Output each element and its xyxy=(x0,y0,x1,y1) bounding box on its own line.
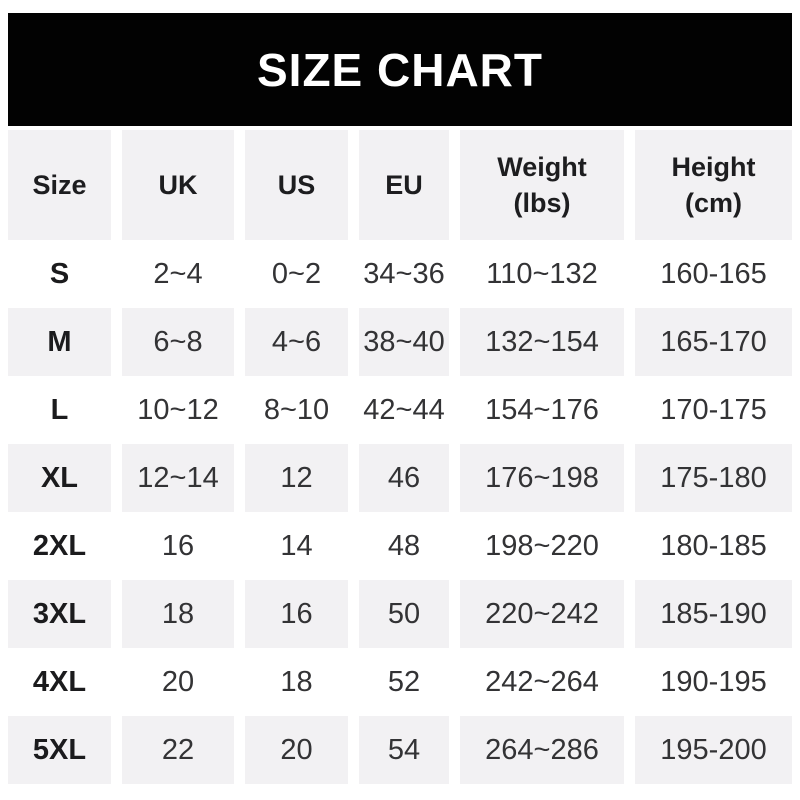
cell-height: 160-165 xyxy=(635,240,792,308)
cell-uk: 2~4 xyxy=(122,240,234,308)
column-header-height: Height (cm) xyxy=(635,130,792,240)
cell-weight: 132~154 xyxy=(460,308,624,376)
column-header-label: EU xyxy=(385,169,423,200)
cell-height: 195-200 xyxy=(635,716,792,784)
cell-eu: 46 xyxy=(359,444,449,512)
cell-uk: 6~8 xyxy=(122,308,234,376)
cell-us: 4~6 xyxy=(245,308,348,376)
column-header-eu: EU xyxy=(359,130,449,240)
cell-weight: 198~220 xyxy=(460,512,624,580)
cell-us: 12 xyxy=(245,444,348,512)
cell-uk: 16 xyxy=(122,512,234,580)
cell-us: 14 xyxy=(245,512,348,580)
cell-size: 5XL xyxy=(8,716,111,784)
size-chart-banner: SIZE CHART xyxy=(8,13,792,126)
cell-uk: 20 xyxy=(122,648,234,716)
cell-weight: 176~198 xyxy=(460,444,624,512)
cell-eu: 38~40 xyxy=(359,308,449,376)
cell-eu: 50 xyxy=(359,580,449,648)
column-header-subline: (cm) xyxy=(684,188,742,218)
cell-size: M xyxy=(8,308,111,376)
cell-size: S xyxy=(8,240,111,308)
cell-us: 20 xyxy=(245,716,348,784)
cell-eu: 34~36 xyxy=(359,240,449,308)
cell-uk: 10~12 xyxy=(122,376,234,444)
cell-height: 165-170 xyxy=(635,308,792,376)
cell-uk: 18 xyxy=(122,580,234,648)
column-header-label: UK xyxy=(158,169,198,200)
cell-uk: 12~14 xyxy=(122,444,234,512)
cell-us: 8~10 xyxy=(245,376,348,444)
size-chart-table: Size UK US EU Weight (lbs) Height (cm) S… xyxy=(8,130,792,784)
cell-eu: 54 xyxy=(359,716,449,784)
cell-uk: 22 xyxy=(122,716,234,784)
cell-weight: 154~176 xyxy=(460,376,624,444)
cell-height: 175-180 xyxy=(635,444,792,512)
cell-us: 0~2 xyxy=(245,240,348,308)
cell-weight: 242~264 xyxy=(460,648,624,716)
cell-height: 190-195 xyxy=(635,648,792,716)
cell-height: 185-190 xyxy=(635,580,792,648)
column-header-size: Size xyxy=(8,130,111,240)
column-header-us: US xyxy=(245,130,348,240)
cell-us: 16 xyxy=(245,580,348,648)
cell-weight: 220~242 xyxy=(460,580,624,648)
cell-size: L xyxy=(8,376,111,444)
column-header-uk: UK xyxy=(122,130,234,240)
column-header-subline: (lbs) xyxy=(513,188,571,218)
cell-weight: 264~286 xyxy=(460,716,624,784)
column-header-label: Weight xyxy=(497,151,587,182)
cell-size: 3XL xyxy=(8,580,111,648)
cell-size: 4XL xyxy=(8,648,111,716)
cell-eu: 42~44 xyxy=(359,376,449,444)
cell-height: 170-175 xyxy=(635,376,792,444)
cell-eu: 52 xyxy=(359,648,449,716)
cell-size: 2XL xyxy=(8,512,111,580)
page-title: SIZE CHART xyxy=(257,43,543,96)
column-header-weight: Weight (lbs) xyxy=(460,130,624,240)
cell-size: XL xyxy=(8,444,111,512)
column-header-label: Height xyxy=(671,151,756,182)
cell-weight: 110~132 xyxy=(460,240,624,308)
column-header-label: Size xyxy=(32,169,87,200)
cell-height: 180-185 xyxy=(635,512,792,580)
cell-us: 18 xyxy=(245,648,348,716)
column-header-label: US xyxy=(277,169,316,200)
cell-eu: 48 xyxy=(359,512,449,580)
